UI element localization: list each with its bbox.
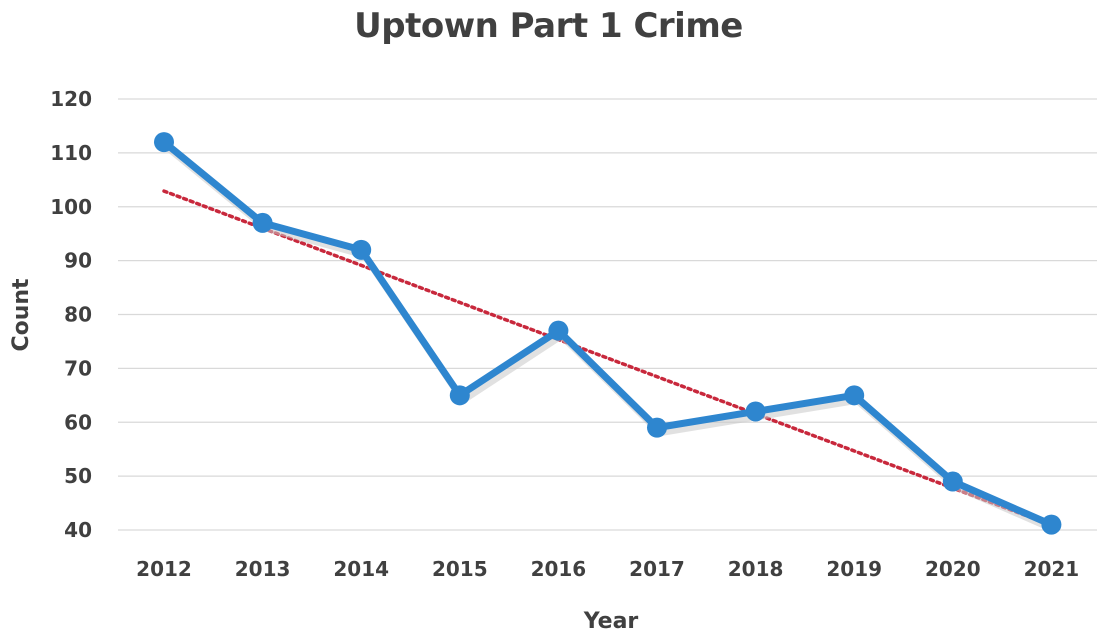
trendline [162,189,1054,527]
data-point [449,385,470,406]
data-point [154,132,174,153]
trendline-group [162,189,1054,527]
x-axis-title: Year [583,609,639,633]
y-tick-label: 40 [64,518,92,542]
x-tick-label: 2017 [629,557,685,581]
y-tick-label: 100 [50,195,92,219]
series-group [154,132,1062,535]
series-line-shadow [164,144,1056,533]
y-tick-label: 50 [64,464,92,488]
x-tick-label: 2013 [235,557,291,581]
x-tick-label: 2016 [531,557,587,581]
x-tick-label: 2018 [728,557,784,581]
x-tick-label: 2019 [826,557,882,581]
data-point [647,417,667,438]
y-tick-label: 60 [64,410,92,434]
y-tick-label: 90 [64,249,92,273]
x-axis-ticks: 2012 2013 2014 2015 2016 2017 2018 2019 2020 2021 [136,557,1079,581]
x-tick-label: 2020 [925,557,981,581]
y-tick-label: 110 [50,141,92,165]
y-axis-title: Count [9,278,34,352]
gridlines [118,98,1097,531]
x-tick-label: 2012 [136,557,192,581]
x-tick-label: 2014 [333,557,389,581]
data-point [252,212,273,233]
x-tick-label: 2015 [432,557,488,581]
series-line [160,138,1055,529]
data-point [548,320,569,341]
chart-title: Uptown Part 1 Crime [354,6,743,46]
y-tick-label: 70 [64,356,92,380]
data-point [1041,514,1062,535]
data-point [844,385,865,406]
x-tick-label: 2021 [1024,557,1080,581]
data-point [351,239,372,260]
y-axis-ticks: 40 50 60 70 80 90 100 110 120 [50,87,92,542]
y-tick-label: 120 [50,87,92,111]
data-point [942,471,963,492]
data-point [745,401,766,422]
y-tick-label: 80 [64,303,92,327]
